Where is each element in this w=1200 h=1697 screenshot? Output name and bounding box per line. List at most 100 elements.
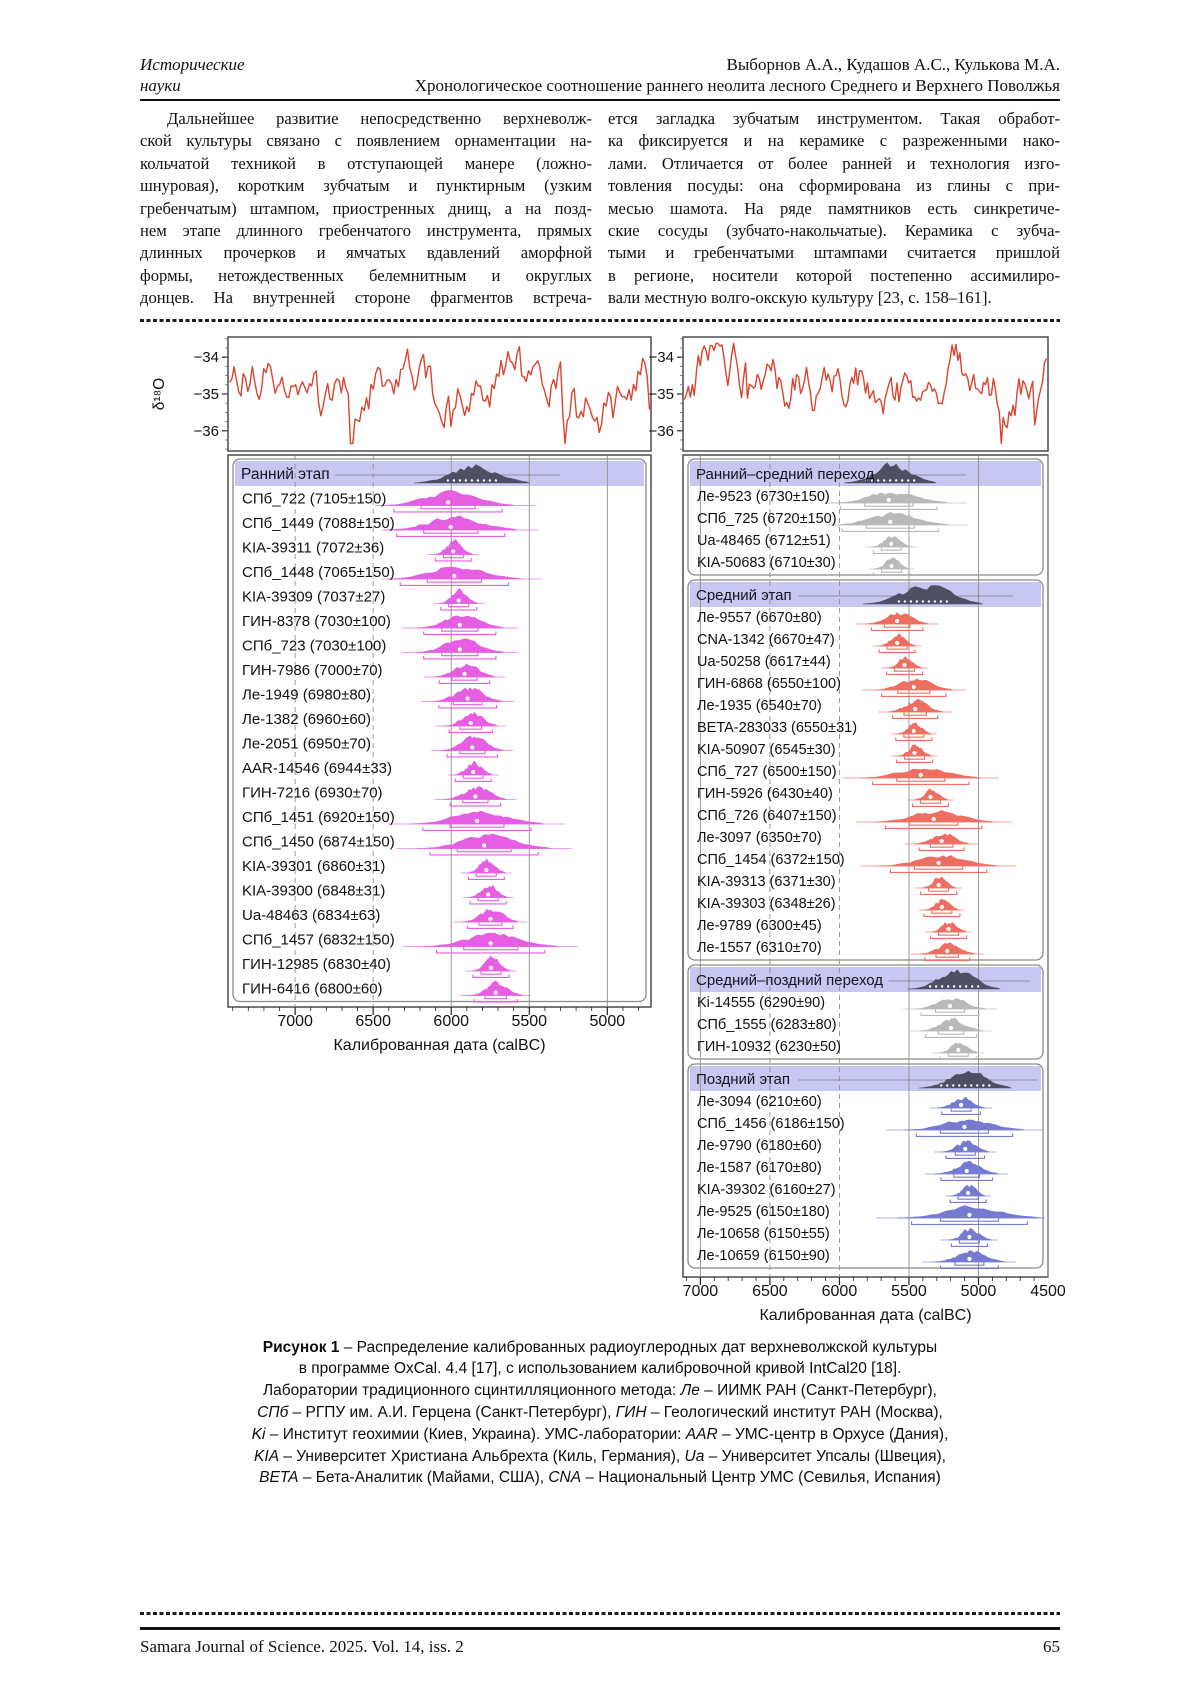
journal-section: Исторические науки [140, 54, 330, 96]
median-marker [464, 694, 471, 702]
range-bracket [463, 946, 519, 950]
range-bracket [938, 931, 960, 936]
oxy-frame [227, 335, 652, 452]
article-authors: Выборнов А.А., Кудашов А.С., Кулькова М.… [726, 55, 1060, 74]
range-bracket [919, 799, 942, 804]
oxy-frame [682, 335, 1049, 452]
article-header: Выборнов А.А., Кудашов А.С., Кулькова М.… [330, 54, 1060, 96]
figure-top-rule [140, 318, 1060, 322]
median-marker [964, 1189, 972, 1196]
median-marker [927, 793, 934, 800]
body-line: ка фиксируется и на керамике с разреженн… [608, 131, 1060, 151]
body-line: месью шамота. На ряде памятников есть си… [608, 198, 1060, 218]
range-bracket [941, 1111, 981, 1115]
range-bracket [939, 1056, 977, 1060]
x-tick-label: 4500 [1030, 1283, 1066, 1300]
x-tick-label: 6500 [355, 1013, 391, 1030]
distribution-blob [887, 698, 944, 712]
lab-code: СПб [257, 1404, 289, 1422]
distribution-blob [863, 584, 983, 604]
median-marker [480, 841, 488, 849]
lab-code: KIA [254, 1447, 280, 1465]
phase-dot [946, 1083, 949, 1087]
body-line: нем этапе длинного гребенчатого инструме… [140, 221, 592, 241]
median-marker [961, 1145, 969, 1152]
distribution-blob [431, 686, 504, 702]
phase-dot [888, 478, 892, 482]
oxy-axis-label: δ¹⁸O [151, 377, 168, 409]
caption-text: – Институт геохимии (Киев, Украина). УМС… [265, 1425, 686, 1443]
range-bracket [954, 1261, 985, 1266]
median-marker [947, 1024, 955, 1031]
range-bracket [947, 1052, 969, 1057]
date-label: Ua-50258 (6617±44) [697, 654, 831, 670]
phase-dot [940, 984, 944, 988]
range-bracket [462, 799, 489, 803]
median-marker [938, 903, 946, 910]
distribution-blob [908, 968, 1001, 989]
range-bracket [441, 652, 479, 656]
caption-text: – Национальный Центр УМС (Севилья, Испан… [581, 1469, 941, 1487]
article-title: Хронологическое соотношение раннего неол… [414, 76, 1060, 95]
distribution-blob [897, 1204, 1042, 1218]
range-bracket [446, 753, 499, 758]
date-label: KIA-39301 (6860±31) [242, 858, 385, 875]
date-label: Ki-14555 (6290±90) [697, 995, 825, 1011]
median-marker [469, 768, 477, 775]
figure-canvas: δ¹⁸O −34 −35 −36 −34 −35 −36 Ранний этап СПб_722… [151, 335, 1066, 1324]
range-bracket [950, 1243, 988, 1247]
caption-line: BETA – Бета-Аналитик (Майами, США), CNA … [140, 1467, 1060, 1489]
range-bracket [885, 671, 924, 675]
body-line: ские сосуды (зубчато-накольчатые). Керам… [608, 221, 1060, 241]
caption-line: СПб – РГПУ им. А.И. Герцена (Санкт-Петер… [140, 1402, 1060, 1424]
range-bracket [441, 627, 479, 632]
body-line: Дальнейшее развитие непосредственно верх… [167, 109, 592, 128]
range-bracket [873, 572, 911, 576]
caption-line: Ki – Институт геохимии (Киев, Украина). … [140, 1424, 1060, 1446]
phase-title: Ранний этап [241, 466, 330, 483]
range-bracket [940, 1177, 993, 1181]
range-bracket [939, 1129, 990, 1134]
oxy-tick-label: −35 [649, 386, 674, 403]
range-bracket [448, 729, 493, 733]
range-bracket [895, 759, 934, 763]
caption-line: Рисунок 1 – Распределение калиброванных … [140, 1337, 1060, 1359]
date-label: Ле-1382 (6960±60) [242, 711, 371, 728]
median-marker [901, 661, 908, 668]
median-marker [484, 890, 492, 898]
distribution-blob [466, 858, 507, 873]
distribution-blob [409, 810, 544, 824]
date-label: CNA-1342 (6670±47) [697, 632, 835, 648]
phase-dot [864, 478, 868, 482]
date-label: Ле-10658 (6150±55) [697, 1226, 830, 1242]
phase-dot [470, 478, 474, 482]
phase-dot [958, 1083, 961, 1087]
date-label: KIA-50683 (6710±30) [697, 555, 836, 571]
body-column-right: ется загладка зубчатым инструментом. Так… [608, 108, 1060, 310]
date-label: AAR-14546 (6944±33) [242, 760, 392, 777]
body-line: вали местную волго-окскую культуру [23, … [608, 288, 992, 308]
x-tick-label: 6000 [822, 1283, 858, 1300]
journal-name: Samara Journal of Science. 2025. Vol. 14… [140, 1637, 464, 1656]
date-label: KIA-39303 (6348±26) [697, 896, 836, 912]
range-bracket [872, 781, 970, 785]
range-bracket [880, 546, 902, 551]
range-bracket [872, 550, 910, 554]
date-label: СПб_727 (6500±150) [697, 764, 837, 780]
date-label: BETA-283033 (6550±31) [697, 720, 857, 736]
date-label: Ле-3097 (6350±70) [697, 830, 822, 846]
date-label: СПб_726 (6407±150) [697, 808, 837, 824]
median-marker [447, 523, 455, 530]
phase-box [232, 458, 647, 1002]
date-label: СПб_725 (6720±150) [697, 511, 837, 527]
footer-dotted-rule [140, 1612, 1060, 1615]
distribution-blob [830, 511, 950, 525]
phase-dot [912, 478, 916, 482]
median-marker [467, 719, 475, 726]
range-bracket [456, 848, 512, 852]
median-marker [930, 815, 938, 822]
phase-dot [976, 984, 980, 988]
range-bracket [931, 909, 953, 914]
range-bracket [892, 715, 939, 719]
